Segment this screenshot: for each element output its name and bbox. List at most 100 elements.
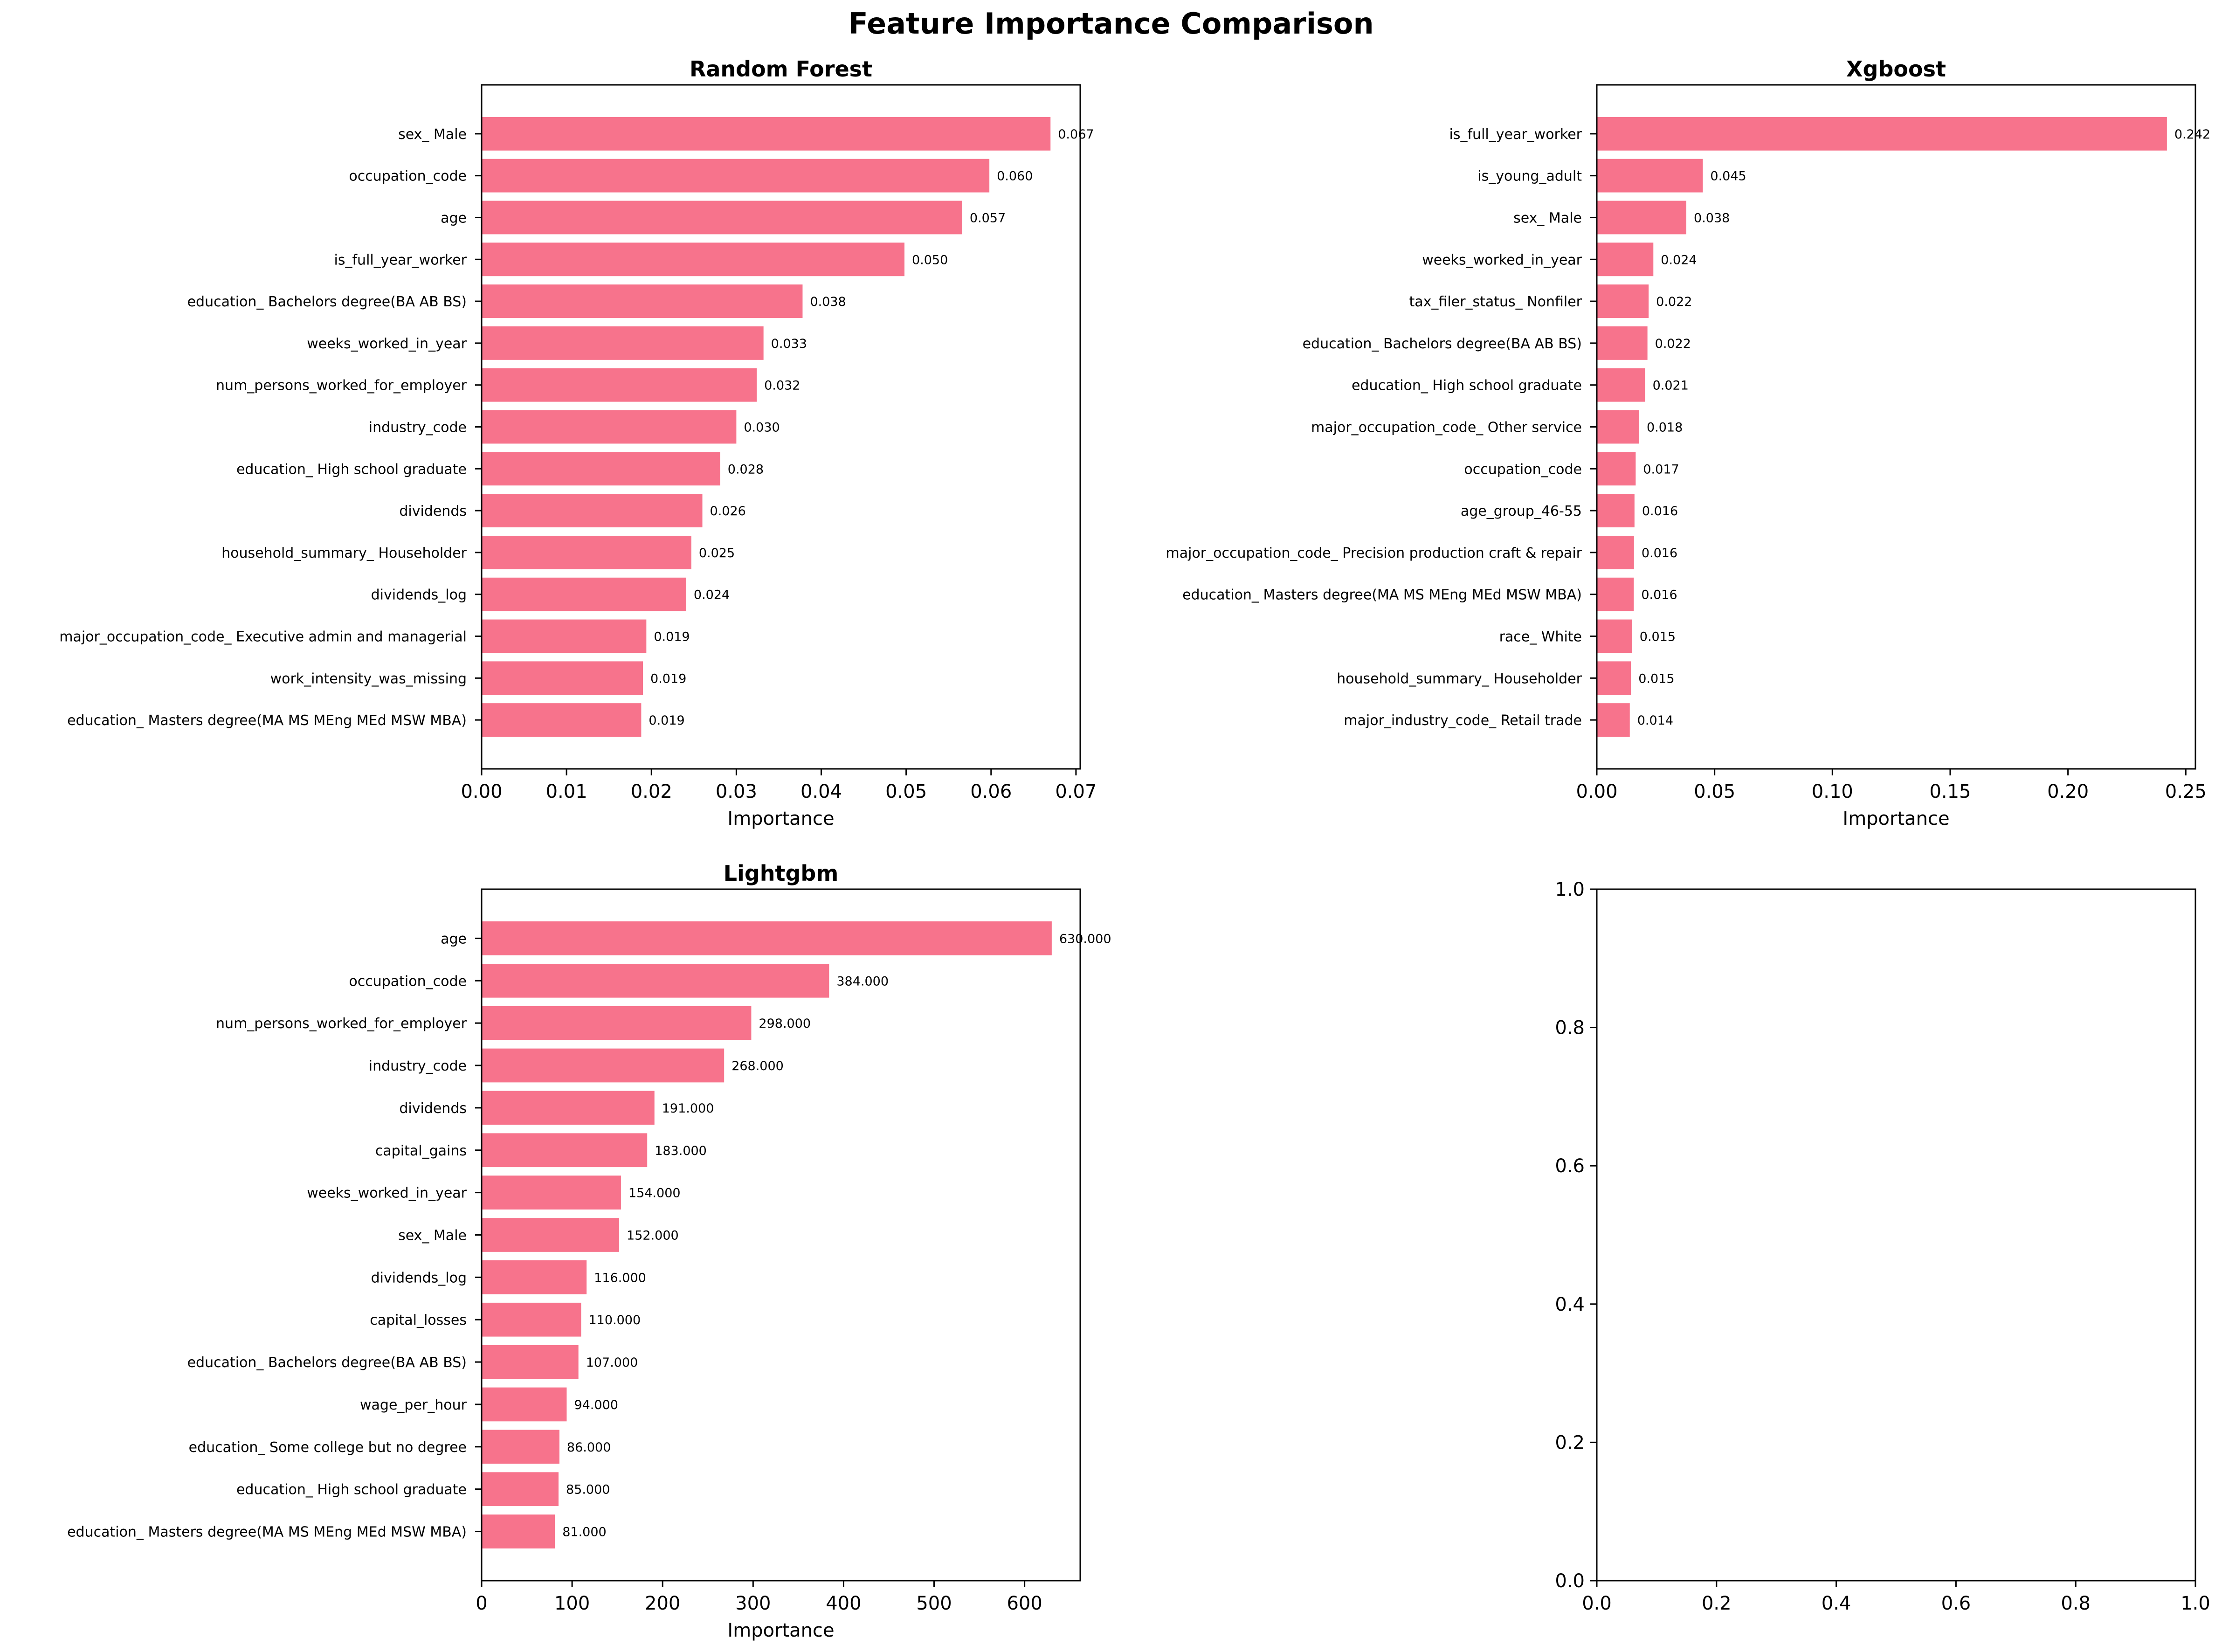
value-label: 0.015 (1640, 630, 1676, 644)
bar (482, 410, 737, 444)
category-label: dividends (399, 1100, 467, 1117)
value-label: 0.033 (771, 337, 807, 351)
x-tick-label: 0.6 (1941, 1593, 1971, 1614)
category-label: weeks_worked_in_year (307, 336, 467, 352)
value-label: 268.000 (731, 1059, 784, 1073)
x-tick-label: 300 (735, 1593, 771, 1614)
x-tick-label: 200 (645, 1593, 680, 1614)
x-tick-label: 0.20 (2047, 781, 2089, 802)
category-label: education_ Masters degree(MA MS MEng MEd… (67, 712, 467, 729)
bar (1597, 117, 2167, 151)
bar (482, 1387, 567, 1422)
bar (1597, 410, 1639, 444)
value-label: 110.000 (589, 1313, 641, 1327)
category-label: education_ Bachelors degree(BA AB BS) (1303, 336, 1582, 352)
bar (482, 368, 757, 402)
bar (482, 703, 642, 737)
value-label: 0.016 (1642, 504, 1678, 518)
subplot-4: 0.0 0.2 0.4 0.6 0.8 1.0 0.0 0.2 0.4 0.6 0.8 1.0 (1555, 879, 2210, 1614)
value-label: 0.045 (1710, 169, 1746, 184)
bar (1597, 326, 1648, 360)
bar (482, 1302, 581, 1337)
category-label: education_ High school graduate (236, 1482, 467, 1498)
value-label: 0.019 (654, 630, 690, 644)
category-label: education_ High school graduate (1352, 378, 1582, 394)
bar (1597, 159, 1703, 193)
bar (482, 326, 764, 360)
x-tick-label: 0.10 (1812, 781, 1853, 802)
category-label: num_persons_worked_for_employer (216, 1016, 467, 1032)
x-axis-label: Importance (1842, 808, 1949, 829)
value-label: 0.050 (912, 253, 948, 267)
value-label: 0.014 (1637, 713, 1673, 728)
x-tick-label: 0.02 (631, 781, 672, 802)
bar (482, 1472, 559, 1507)
y-tick-label: 0.6 (1555, 1155, 1585, 1177)
bar (1597, 577, 1634, 611)
category-label: work_intensity_was_missing (270, 670, 467, 687)
bar (482, 284, 803, 318)
bar (482, 921, 1052, 955)
x-axis-label: Importance (727, 808, 834, 829)
category-label: major_occupation_code_ Other service (1311, 420, 1582, 436)
value-label: 0.016 (1642, 546, 1677, 560)
category-label: wage_per_hour (360, 1397, 467, 1413)
x-tick-label: 0.05 (1694, 781, 1735, 802)
x-tick-label: 0.25 (2165, 781, 2207, 802)
category-label: occupation_code (1464, 461, 1582, 477)
category-label: race_ White (1499, 629, 1582, 645)
value-label: 0.024 (694, 588, 730, 602)
value-label: 85.000 (566, 1483, 610, 1497)
bar (482, 1260, 587, 1294)
value-label: 191.000 (662, 1101, 714, 1116)
x-axis-label: Importance (727, 1620, 834, 1641)
value-label: 0.022 (1656, 295, 1692, 309)
x-tick-label: 500 (916, 1593, 952, 1614)
bar (482, 452, 720, 486)
bar (482, 242, 904, 276)
subplot-3: Lightgbm age 630.000 occupation_code 384.000… (67, 861, 1111, 1641)
bar (482, 963, 829, 998)
value-label: 0.067 (1058, 127, 1094, 142)
category-label: industry_code (369, 420, 467, 436)
value-label: 94.000 (574, 1398, 618, 1412)
value-label: 0.028 (728, 462, 764, 477)
bar (1597, 703, 1630, 737)
bar (1597, 242, 1654, 276)
axes-frame (481, 84, 1081, 770)
y-tick-label: 1.0 (1555, 879, 1585, 900)
bar (1597, 368, 1645, 402)
x-tick-label: 0.00 (1576, 781, 1617, 802)
bar (1597, 284, 1649, 318)
x-tick-label: 0.4 (1822, 1593, 1851, 1614)
value-label: 0.025 (699, 546, 735, 560)
x-tick-label: 0.2 (1702, 1593, 1732, 1614)
value-label: 0.030 (744, 421, 780, 435)
category-label: household_summary_ Householder (221, 545, 467, 561)
value-label: 0.022 (1655, 337, 1691, 351)
x-tick-label: 0.15 (1929, 781, 1971, 802)
bar (482, 1430, 559, 1464)
bar (482, 1091, 655, 1125)
bar (1597, 452, 1636, 486)
axes-frame (481, 888, 1081, 1582)
category-label: age (441, 210, 467, 227)
bar (482, 1133, 648, 1168)
value-label: 298.000 (759, 1016, 811, 1031)
value-label: 0.021 (1653, 379, 1689, 393)
value-label: 630.000 (1059, 932, 1111, 946)
value-label: 0.060 (997, 169, 1033, 184)
value-label: 183.000 (655, 1144, 707, 1158)
value-label: 86.000 (567, 1440, 611, 1455)
value-label: 0.038 (1694, 211, 1730, 226)
category-label: dividends_log (371, 1270, 467, 1286)
value-label: 0.026 (710, 504, 746, 518)
subplot-1: Random Forest sex_ Male 0.067 occupation_co… (59, 56, 1097, 829)
category-label: education_ High school graduate (236, 461, 467, 477)
subplot-title: Lightgbm (724, 861, 839, 886)
value-label: 152.000 (627, 1229, 679, 1243)
category-label: sex_ Male (398, 126, 467, 143)
bar (482, 619, 647, 653)
category-label: major_occupation_code_ Precision product… (1166, 545, 1582, 561)
